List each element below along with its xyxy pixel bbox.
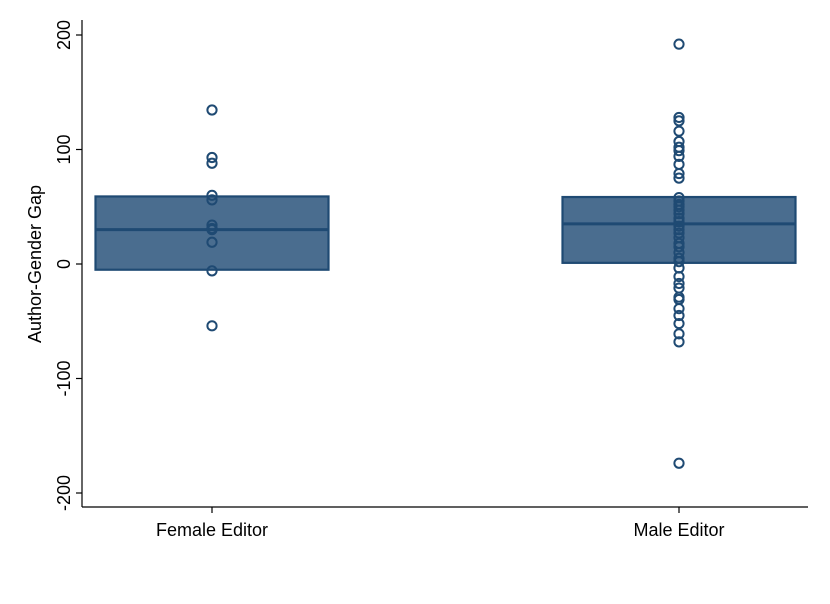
data-point [673,38,685,50]
data-point [206,236,218,248]
data-point [673,317,685,330]
data-point [673,111,685,124]
data-point [206,320,218,332]
data-point [673,270,685,283]
data-point [673,309,685,322]
x-tick-label: Female Editor [156,520,268,540]
data-point [673,241,685,253]
data-point [673,125,685,137]
data-point [673,216,685,228]
data-point [206,157,218,169]
data-point [673,172,685,184]
data-point [673,212,685,224]
data-point [673,227,685,239]
data-point [206,189,218,201]
y-tick-label: -100 [54,360,74,396]
data-point [673,150,685,162]
data-point [206,219,218,231]
x-tick-label: Male Editor [633,520,724,540]
y-tick-label: 200 [54,20,74,50]
data-point [673,224,685,236]
data-point [673,167,685,180]
data-point [673,220,685,232]
data-point [673,208,685,220]
data-point [673,277,685,290]
data-point [673,336,685,348]
data-point [206,151,218,164]
data-point [673,204,685,216]
data-point [206,104,218,116]
data-point [673,328,685,340]
y-tick-label: -200 [54,475,74,511]
data-point [673,201,685,213]
y-axis-label: Author-Gender Gap [25,185,45,343]
data-point [206,224,218,236]
data-point [673,256,685,268]
y-tick-label: 100 [54,134,74,164]
data-point [673,145,685,157]
y-tick-label: 0 [54,259,74,269]
data-point [206,194,218,206]
data-point [206,265,218,277]
data-point [673,457,685,469]
data-point [673,303,685,315]
data-point [673,115,685,127]
